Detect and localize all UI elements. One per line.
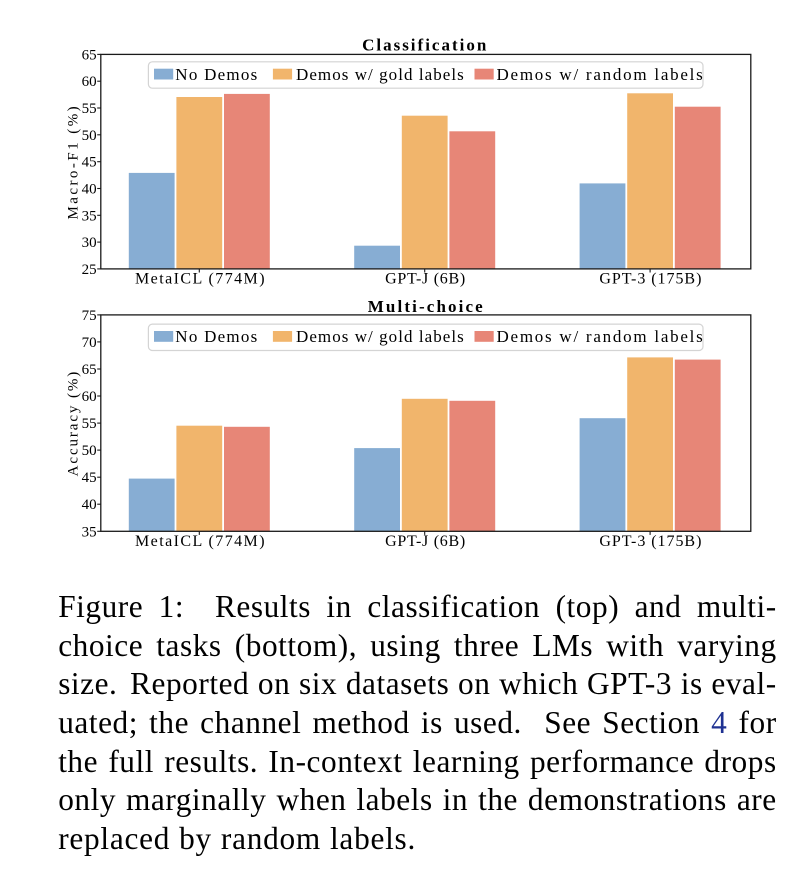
svg-text:30: 30: [82, 235, 97, 251]
svg-text:MetaICL (774M): MetaICL (774M): [135, 533, 266, 550]
svg-text:No Demos: No Demos: [175, 327, 258, 346]
svg-text:Multi-choice: Multi-choice: [368, 297, 485, 316]
svg-text:GPT-3 (175B): GPT-3 (175B): [599, 271, 702, 288]
svg-text:45: 45: [82, 155, 97, 171]
svg-text:MetaICL (774M): MetaICL (774M): [135, 271, 266, 288]
svg-text:65: 65: [82, 362, 97, 378]
svg-text:70: 70: [82, 335, 97, 351]
svg-text:55: 55: [82, 416, 97, 432]
svg-text:Demos w/ random labels: Demos w/ random labels: [497, 327, 705, 346]
svg-text:40: 40: [82, 182, 97, 198]
svg-text:40: 40: [82, 497, 97, 513]
svg-text:Accuracy (%): Accuracy (%): [66, 370, 82, 477]
svg-text:GPT-3 (175B): GPT-3 (175B): [599, 533, 702, 550]
svg-text:Demos w/ gold labels: Demos w/ gold labels: [296, 65, 465, 84]
svg-text:Classification: Classification: [362, 36, 488, 55]
svg-text:35: 35: [82, 208, 97, 224]
svg-text:55: 55: [82, 101, 97, 117]
svg-text:Macro-F1 (%): Macro-F1 (%): [66, 104, 82, 220]
svg-text:75: 75: [82, 308, 97, 324]
svg-text:No Demos: No Demos: [175, 65, 258, 84]
svg-text:Demos w/ gold labels: Demos w/ gold labels: [296, 327, 465, 346]
svg-text:50: 50: [82, 443, 97, 459]
svg-text:GPT-J (6B): GPT-J (6B): [385, 533, 466, 550]
svg-text:35: 35: [82, 524, 97, 540]
svg-text:Demos w/ random labels: Demos w/ random labels: [497, 65, 705, 84]
svg-text:60: 60: [82, 389, 97, 405]
svg-text:45: 45: [82, 470, 97, 486]
svg-text:65: 65: [82, 47, 97, 63]
svg-text:25: 25: [82, 262, 97, 278]
svg-text:50: 50: [82, 128, 97, 144]
svg-text:GPT-J (6B): GPT-J (6B): [385, 271, 466, 288]
svg-text:60: 60: [82, 74, 97, 90]
